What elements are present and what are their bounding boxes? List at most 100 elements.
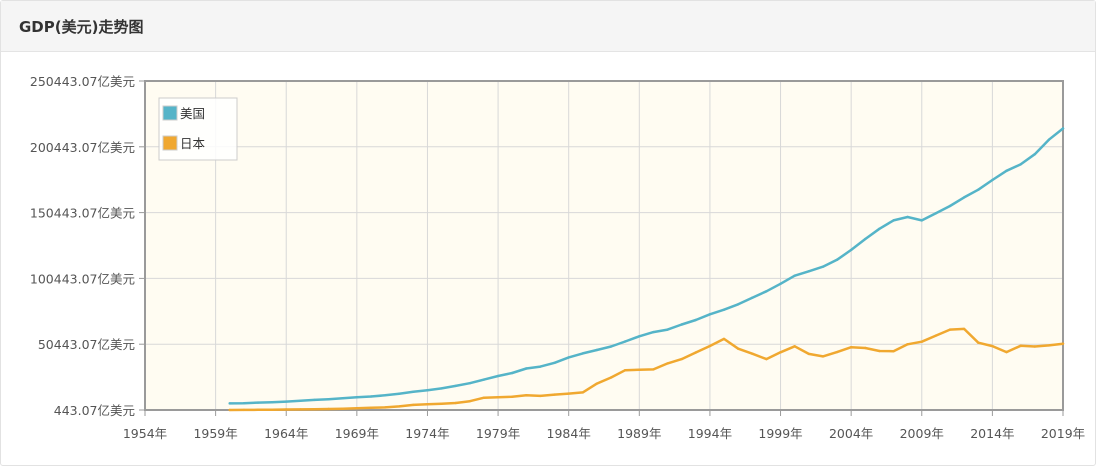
data-point <box>369 395 373 398</box>
data-point <box>299 399 302 402</box>
data-point <box>737 303 740 306</box>
data-point <box>440 402 443 405</box>
data-point <box>468 382 471 385</box>
data-point <box>383 406 387 409</box>
data-point <box>426 403 429 406</box>
data-point <box>567 392 570 395</box>
data-point <box>595 382 599 385</box>
x-tick-label: 2004年 <box>829 426 873 441</box>
data-point <box>341 407 344 410</box>
data-point <box>737 347 740 350</box>
panel-header: GDP(美元)走势图 <box>1 1 1095 52</box>
data-point <box>270 401 274 404</box>
data-point <box>906 343 909 346</box>
data-point <box>948 328 952 331</box>
data-point <box>383 394 387 397</box>
data-point <box>864 237 867 241</box>
data-point <box>892 350 895 353</box>
data-point <box>525 367 528 370</box>
x-tick-label: 2014年 <box>970 426 1014 441</box>
data-point <box>609 376 613 379</box>
panel-title: GDP(美元)走势图 <box>19 18 144 36</box>
data-point <box>412 390 415 393</box>
data-point <box>864 346 867 350</box>
data-point <box>920 340 923 343</box>
data-point <box>765 290 768 293</box>
data-point <box>878 227 881 230</box>
data-point <box>934 334 938 337</box>
y-tick-label: 443.07亿美元 <box>54 403 135 418</box>
data-point <box>355 407 358 410</box>
data-point <box>821 355 825 358</box>
data-point <box>779 351 782 354</box>
x-tick-label: 2009年 <box>900 426 944 441</box>
data-point <box>285 400 288 403</box>
data-point <box>906 215 909 219</box>
data-point <box>1033 153 1037 156</box>
data-point <box>313 398 316 402</box>
data-point <box>962 327 966 331</box>
data-point <box>482 396 486 399</box>
data-point <box>581 352 584 355</box>
data-point <box>567 356 570 359</box>
data-point <box>539 365 542 368</box>
data-point <box>482 378 486 381</box>
data-point <box>355 396 358 399</box>
x-tick-label: 1994年 <box>688 426 732 441</box>
data-point <box>850 248 853 252</box>
data-point <box>426 389 429 392</box>
data-point <box>1033 345 1037 348</box>
data-point <box>920 219 923 222</box>
data-point <box>1005 350 1008 354</box>
data-point <box>285 408 288 411</box>
data-point <box>440 387 443 390</box>
data-point <box>779 282 782 285</box>
x-tick-label: 1969年 <box>335 426 379 441</box>
data-point <box>270 408 274 411</box>
data-point <box>680 323 683 326</box>
data-point <box>496 396 500 399</box>
data-point <box>525 394 528 397</box>
data-point <box>496 374 500 378</box>
x-tick-label: 1974年 <box>405 426 449 441</box>
series-line-1 <box>228 327 1065 412</box>
data-point <box>228 408 231 412</box>
data-point <box>412 403 415 407</box>
data-point <box>934 212 938 215</box>
axes: 443.07亿美元 50443.07亿美元 100443.07亿美元 150443.0… <box>30 74 1085 441</box>
data-point <box>1047 344 1051 347</box>
data-point <box>1047 138 1051 141</box>
data-point <box>398 405 401 408</box>
legend-swatch <box>162 105 178 121</box>
data-point <box>553 393 556 396</box>
legend-label: 美国 <box>180 106 205 121</box>
x-tick-label: 1984年 <box>547 426 591 441</box>
x-tick-label: 1979年 <box>476 426 520 441</box>
x-tick-label: 1989年 <box>617 426 661 441</box>
data-point <box>708 344 712 348</box>
data-point <box>666 362 669 365</box>
data-point <box>892 219 895 222</box>
data-point <box>835 258 839 261</box>
data-point <box>539 394 542 398</box>
y-tick-label: 250443.07亿美元 <box>30 74 135 89</box>
data-point <box>821 265 825 268</box>
legend-swatch <box>162 135 178 151</box>
data-point <box>468 400 471 403</box>
data-point <box>878 349 881 353</box>
data-point <box>454 384 457 388</box>
plot-area <box>145 81 1063 410</box>
data-point <box>369 406 373 409</box>
data-point <box>299 408 302 411</box>
data-point <box>242 402 246 405</box>
data-point <box>722 308 726 311</box>
data-point <box>765 357 768 361</box>
legend-label: 日本 <box>180 136 206 151</box>
data-point <box>977 341 980 344</box>
data-point <box>1019 163 1022 166</box>
y-tick-label: 100443.07亿美元 <box>30 271 135 286</box>
data-point <box>256 408 260 411</box>
data-point <box>609 345 613 348</box>
data-point <box>1061 342 1065 345</box>
